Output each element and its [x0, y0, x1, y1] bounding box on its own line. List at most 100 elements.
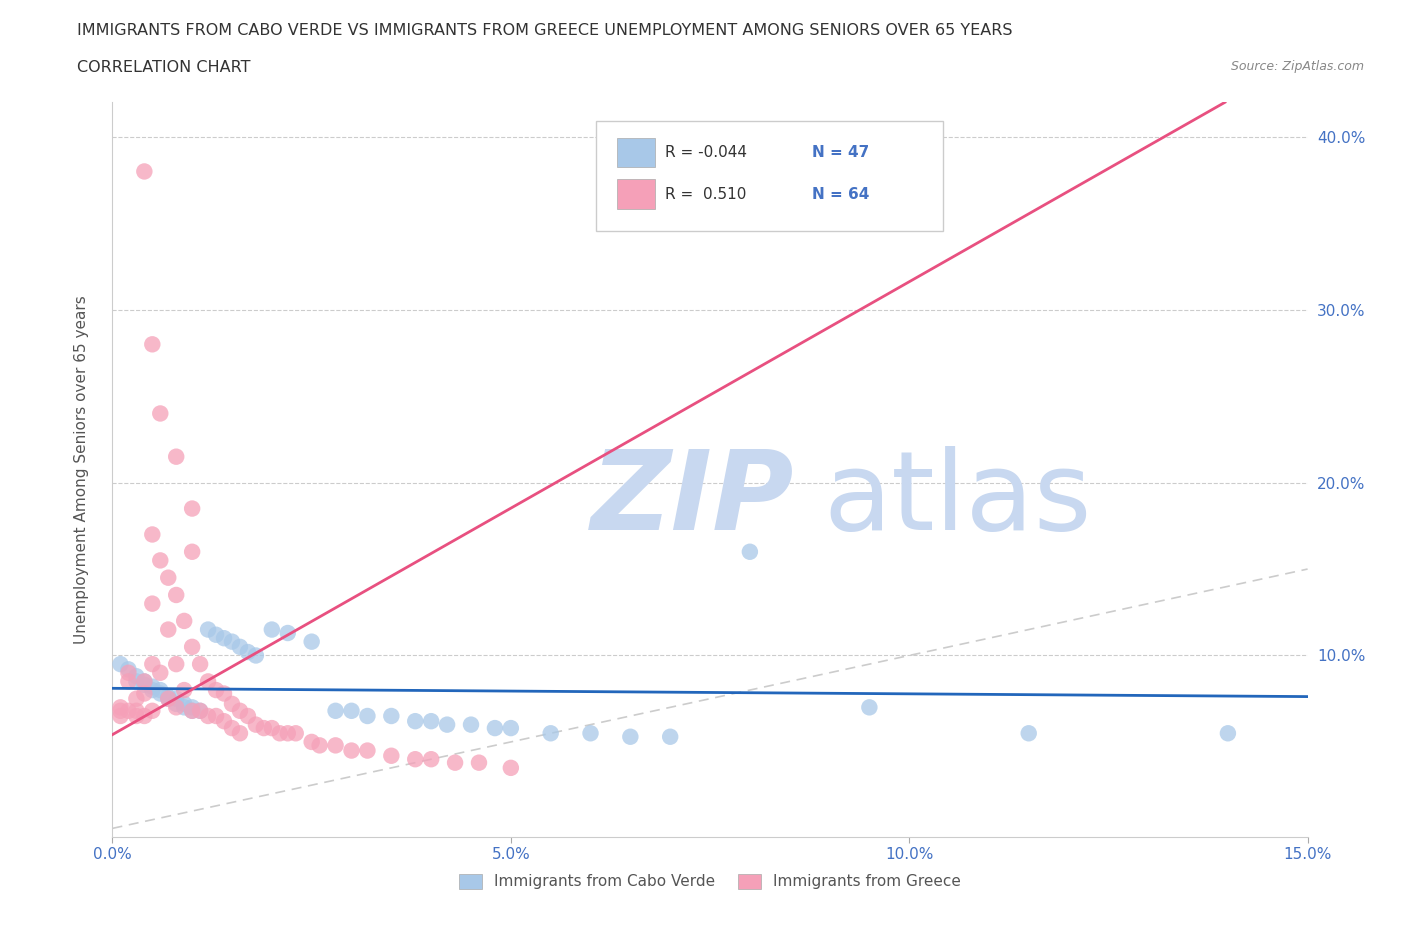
Point	[436, 717, 458, 732]
Point	[134, 677, 156, 692]
Point	[499, 761, 522, 776]
Text: ZIP: ZIP	[591, 445, 794, 552]
Point	[165, 588, 187, 603]
Point	[181, 544, 204, 559]
Point	[157, 691, 180, 706]
Point	[157, 689, 180, 704]
Point	[540, 725, 562, 740]
Point	[141, 703, 163, 718]
Point	[141, 657, 163, 671]
Point	[157, 570, 180, 585]
Point	[149, 683, 172, 698]
Point	[221, 721, 243, 736]
Point	[173, 700, 195, 715]
Point	[125, 703, 148, 718]
Point	[1018, 725, 1040, 740]
Legend: Immigrants from Cabo Verde, Immigrants from Greece: Immigrants from Cabo Verde, Immigrants f…	[453, 868, 967, 896]
Point	[149, 553, 172, 568]
Point	[484, 721, 506, 736]
Point	[420, 751, 443, 766]
FancyBboxPatch shape	[617, 138, 655, 167]
Point	[245, 717, 267, 732]
Text: CORRELATION CHART: CORRELATION CHART	[77, 60, 250, 75]
FancyBboxPatch shape	[596, 121, 943, 231]
Point	[301, 735, 323, 750]
Point	[125, 669, 148, 684]
Point	[404, 713, 426, 728]
Point	[157, 622, 180, 637]
Point	[141, 683, 163, 698]
Point	[380, 709, 402, 724]
Point	[277, 725, 299, 740]
Y-axis label: Unemployment Among Seniors over 65 years: Unemployment Among Seniors over 65 years	[75, 296, 89, 644]
Point	[149, 665, 172, 680]
Point	[141, 527, 163, 542]
Point	[125, 691, 148, 706]
Point	[134, 709, 156, 724]
Point	[165, 657, 187, 671]
Point	[149, 406, 172, 421]
Point	[197, 674, 219, 689]
Point	[134, 686, 156, 701]
Point	[356, 743, 378, 758]
Point	[245, 648, 267, 663]
Point	[212, 686, 235, 701]
Point	[579, 725, 602, 740]
Point	[221, 697, 243, 711]
Point	[340, 743, 363, 758]
Point	[141, 679, 163, 694]
Point	[173, 697, 195, 711]
Point	[205, 683, 228, 698]
FancyBboxPatch shape	[617, 179, 655, 209]
Point	[420, 713, 443, 728]
Point	[221, 634, 243, 649]
Point	[325, 703, 347, 718]
Text: IMMIGRANTS FROM CABO VERDE VS IMMIGRANTS FROM GREECE UNEMPLOYMENT AMONG SENIORS : IMMIGRANTS FROM CABO VERDE VS IMMIGRANTS…	[77, 23, 1012, 38]
Point	[356, 709, 378, 724]
Point	[277, 626, 299, 641]
Point	[165, 449, 187, 464]
Point	[1216, 725, 1239, 740]
Text: N = 47: N = 47	[811, 145, 869, 160]
Text: R =  0.510: R = 0.510	[665, 187, 747, 202]
Point	[738, 544, 761, 559]
Point	[205, 709, 228, 724]
Point	[229, 725, 252, 740]
Point	[619, 729, 641, 744]
Point	[165, 700, 187, 715]
Point	[444, 755, 467, 770]
Point	[134, 674, 156, 689]
Point	[404, 751, 426, 766]
Point	[460, 717, 482, 732]
Point	[134, 674, 156, 689]
Point	[340, 703, 363, 718]
Point	[141, 337, 163, 352]
Point	[117, 665, 139, 680]
Point	[149, 686, 172, 701]
Point	[229, 703, 252, 718]
Text: R = -0.044: R = -0.044	[665, 145, 747, 160]
Point	[325, 737, 347, 752]
Point	[197, 709, 219, 724]
Point	[229, 640, 252, 655]
Point	[260, 721, 283, 736]
Point	[188, 703, 211, 718]
Point	[181, 501, 204, 516]
Point	[110, 657, 132, 671]
Point	[236, 709, 259, 724]
Point	[188, 657, 211, 671]
Point	[110, 709, 132, 724]
Point	[117, 662, 139, 677]
Point	[173, 614, 195, 629]
Point	[188, 703, 211, 718]
Point	[659, 729, 682, 744]
Point	[499, 721, 522, 736]
Point	[212, 631, 235, 645]
Point	[253, 721, 276, 736]
Point	[110, 703, 132, 718]
Text: atlas: atlas	[824, 445, 1092, 552]
Point	[181, 640, 204, 655]
Point	[117, 674, 139, 689]
Point	[212, 713, 235, 728]
Point	[181, 703, 204, 718]
